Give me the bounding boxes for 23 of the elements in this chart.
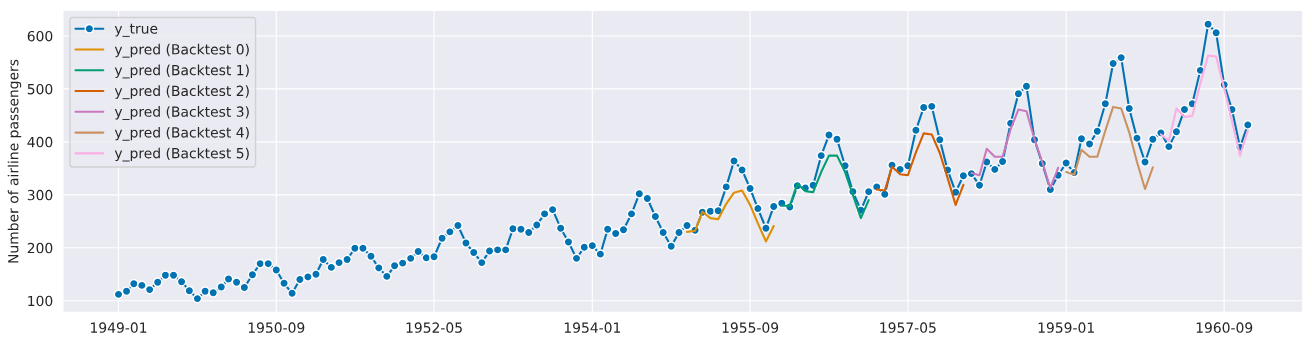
x-tick-label: 1949-01 bbox=[91, 322, 147, 333]
y-tick-label: 100 bbox=[28, 295, 53, 307]
x-tick-label: 1955-09 bbox=[722, 322, 779, 333]
x-tick-label: 1957-05 bbox=[880, 322, 936, 333]
x-tick-label: 1959-01 bbox=[1038, 322, 1094, 333]
x-tick-label: 1952-05 bbox=[406, 322, 462, 333]
y-tick-label: 500 bbox=[27, 83, 53, 95]
x-tick-label: 1954-01 bbox=[564, 322, 621, 333]
legend-label: y_true bbox=[114, 23, 158, 37]
legend-label: y_pred (Backtest 3) bbox=[114, 106, 249, 120]
y-tick-label: 600 bbox=[27, 30, 53, 42]
y-tick-label: 200 bbox=[27, 242, 53, 254]
line-series bbox=[1065, 105, 1154, 191]
x-tick-label: 1950-09 bbox=[248, 322, 305, 333]
y-axis-title: Number of airline passengers bbox=[7, 59, 22, 263]
y-tick-label: 300 bbox=[27, 189, 53, 201]
x-tick-label: 1960-09 bbox=[1196, 322, 1253, 333]
legend-label: y_pred (Backtest 0) bbox=[114, 43, 249, 58]
y-tick-label: 400 bbox=[27, 136, 53, 148]
legend-label: y_pred (Backtest 5) bbox=[114, 147, 249, 162]
legend-label: y_pred (Backtest 2) bbox=[114, 85, 249, 100]
legend-label: y_pred (Backtest 4) bbox=[114, 126, 249, 141]
legend-label: y_pred (Backtest 1) bbox=[114, 64, 249, 79]
